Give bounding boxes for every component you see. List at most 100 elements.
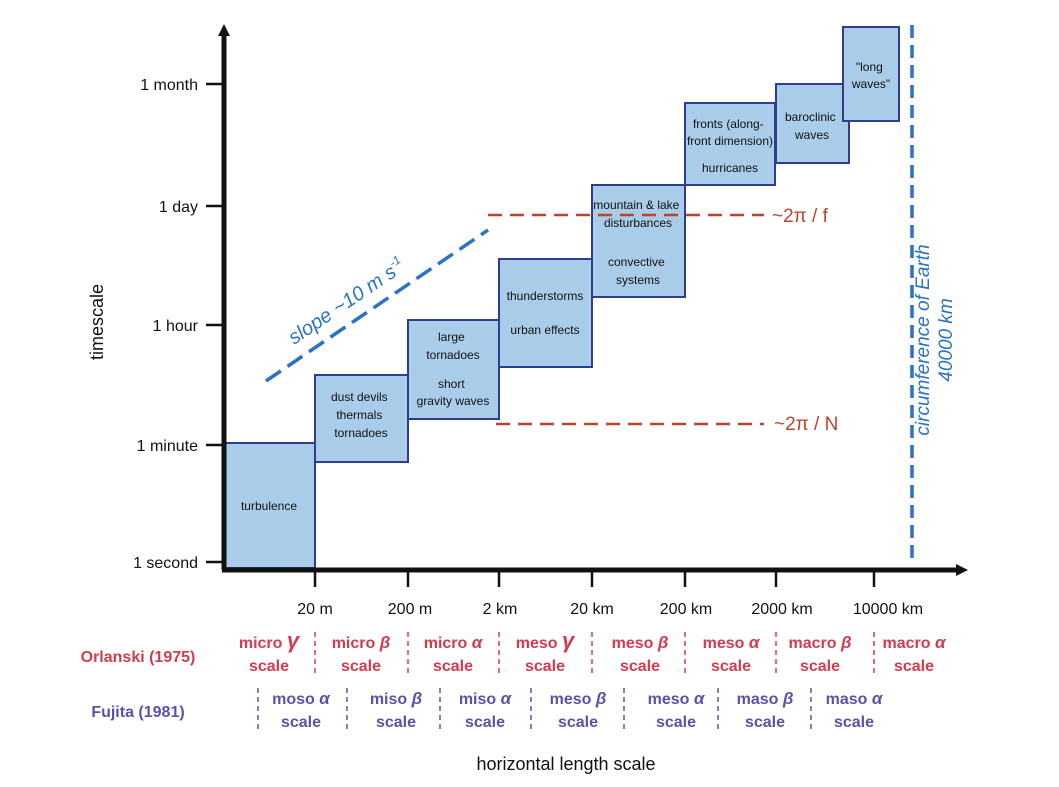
fujita-cell-prefix: meso [550,691,596,708]
x-tick-10000km: 10000 km [853,601,923,618]
earth-circumference-value: 40000 km [936,298,957,381]
orlanski-cell-greek: α [935,633,947,652]
fujita-dividers [257,688,812,729]
buoyancy-period-label: ~2π / N [774,414,838,435]
orlanski-cell-8: macro α [882,633,946,652]
fujita-cell-greek: α [872,689,884,708]
orlanski-cell-4: meso γ [516,628,576,653]
fujita-cell-suffix: scale [656,714,696,731]
fujita-cell-prefix: miso [370,691,412,708]
box-thunderstorms [498,258,593,368]
orlanski-cell-2: micro β [332,633,391,652]
fujita-cell-greek: β [782,689,794,708]
x-tick-2000km: 2000 km [751,601,812,618]
fujita-cell-prefix: maso [826,691,872,708]
x-tick-200km: 200 km [660,601,712,618]
x-tick-20km: 20 km [570,601,614,618]
orlanski-cell-suffix: scale [341,658,381,675]
fujita-cell-3: miso α [459,689,513,708]
fujita-cell-2: miso β [370,689,422,708]
orlanski-cell-suffix: scale [620,658,660,675]
orlanski-cell-suffix: scale [525,658,565,675]
label-mountain-lake: mountain & lake disturbances [593,198,682,230]
fujita-cell-greek: β [595,689,607,708]
fujita-cell-suffix: scale [558,714,598,731]
fujita-cell-suffix: scale [834,714,874,731]
fujita-cell-greek: α [319,689,331,708]
label-dust-devils: dust devils thermals tornadoes [331,390,391,440]
y-axis-title: timescale [87,284,107,360]
x-tick-2km: 2 km [483,601,518,618]
box-fronts [684,102,776,186]
fujita-cell-4: meso β [550,689,607,708]
fujita-cell-prefix: maso [737,691,783,708]
orlanski-cell-suffix: scale [249,658,289,675]
label-hurricanes: hurricanes [702,161,758,175]
fujita-cell-1: moso α [272,689,331,708]
y-tick-1-day: 1 day [159,199,198,216]
fujita-cell-5: meso α [648,689,706,708]
y-tick-1-month: 1 month [140,77,198,94]
y-tick-1-hour: 1 hour [153,318,199,335]
box-turbulence [223,442,316,569]
fujita-cell-greek: α [501,689,513,708]
fujita-cell-prefix: meso [648,691,694,708]
label-baroclinic: baroclinic waves [785,110,839,142]
orlanski-cell-prefix: meso [612,635,658,652]
box-mountain-lake [591,184,686,298]
orlanski-dividers [314,632,875,673]
orlanski-cell-greek: γ [562,628,576,653]
orlanski-cell-prefix: micro [332,635,380,652]
box-baroclinic [775,83,850,164]
box-dust-devils [314,374,409,463]
x-ticks [313,570,876,587]
label-thunderstorms: thunderstorms [507,289,584,303]
label-long-waves: "long waves" [851,60,890,91]
label-urban-effects: urban effects [510,323,579,337]
orlanski-cell-prefix: micro [424,635,472,652]
orlanski-cell-6: meso α [703,633,761,652]
slope-line [265,228,489,383]
fujita-cell-suffix: scale [745,714,785,731]
earth-circumference-label: circumference of Earth [913,244,934,435]
phenomena-boxes [223,26,900,569]
fujita-cell-suffix: scale [376,714,416,731]
orlanski-cell-suffix: scale [894,658,934,675]
orlanski-cell-prefix: macro [882,635,934,652]
fujita-cell-prefix: miso [459,691,501,708]
box-large-tornadoes [407,319,500,420]
fujita-label: Fujita (1981) [91,704,184,721]
orlanski-label: Orlanski (1975) [81,649,196,666]
orlanski-cell-suffix: scale [711,658,751,675]
phenomena-labels: turbulence dust devils thermals tornadoe… [241,60,890,513]
label-turbulence: turbulence [241,499,297,513]
x-tick-20m: 20 m [297,601,333,618]
y-tick-1-second: 1 second [133,555,198,572]
orlanski-cell-5: meso β [612,633,669,652]
fujita-cell-greek: β [411,689,423,708]
orlanski-cell-greek: β [379,633,391,652]
label-fronts: fronts (along- front dimension) [687,117,773,148]
orlanski-cell-prefix: micro [239,635,287,652]
orlanski-cell-greek: α [749,633,761,652]
x-tick-200m: 200 m [388,601,432,618]
label-convective-systems: convective systems [608,255,668,287]
fujita-cell-7: maso α [826,689,884,708]
orlanski-cell-greek: β [657,633,669,652]
orlanski-cell-3: micro α [424,633,484,652]
orlanski-cell-suffix: scale [800,658,840,675]
y-ticks [206,82,224,564]
orlanski-cell-greek: α [472,633,484,652]
orlanski-cell-1: micro γ [239,628,301,653]
orlanski-cell-greek: γ [287,628,301,653]
orlanski-cell-prefix: meso [516,635,562,652]
x-tick-labels: 20 m 200 m 2 km 20 km 200 km 2000 km 100… [297,601,923,618]
inertial-period-label: ~2π / f [772,206,829,227]
label-short-gravity-waves: short gravity waves [417,377,490,408]
orlanski-cell-7: macro β [788,633,851,652]
fujita-cell-6: maso β [737,689,794,708]
